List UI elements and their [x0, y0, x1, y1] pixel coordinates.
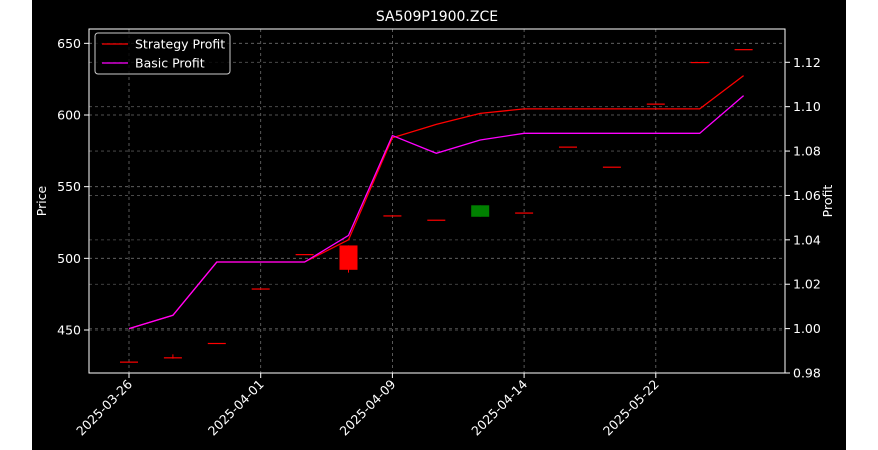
legend-box	[94, 32, 231, 75]
chart-figure: SA509P1900.ZCE 2025-03-26 2025-04-01 2025-…	[32, 0, 846, 450]
legend-label-strategy-profit: Strategy Profit	[135, 37, 225, 52]
y-right-tick-label: 1.04	[793, 232, 821, 247]
legend-label-basic-profit: Basic Profit	[135, 56, 205, 71]
candle-body	[427, 219, 446, 221]
plot-frame	[88, 28, 786, 374]
y-left-tick-label: 500	[57, 251, 81, 266]
candle-body	[339, 245, 358, 270]
candle-body	[383, 215, 402, 217]
series-line-strategy-profit	[128, 75, 744, 330]
candle-body	[163, 357, 182, 359]
y-left-tick-label: 600	[57, 108, 81, 123]
y-right-tick-label: 1.06	[793, 188, 821, 203]
y-left-tick-label: 650	[57, 36, 81, 51]
candle-body	[559, 146, 577, 148]
candle-body	[295, 254, 314, 256]
candlestick-profit-chart: SA509P1900.ZCE 2025-03-26 2025-04-01 2025-…	[34, 9, 835, 438]
y-right-tick-label: 1.12	[793, 55, 821, 70]
candle-body	[734, 49, 753, 51]
y-axis-right-label: Profit	[820, 185, 835, 218]
y-right-tick-label: 1.10	[793, 99, 821, 114]
candle-body	[602, 166, 621, 168]
y-left-tick-label: 550	[57, 179, 81, 194]
y-right-tick-label: 1.02	[793, 277, 821, 292]
y-axis-right: 0.98 1.00 1.02 1.04 1.06 1.08 1.10 1.12	[785, 55, 821, 381]
x-tick-label: 2025-04-09	[337, 376, 399, 438]
y-right-tick-label: 1.08	[793, 144, 821, 159]
legend: Strategy Profit Basic Profit	[94, 32, 231, 75]
candle-body	[471, 205, 490, 217]
chart-title: SA509P1900.ZCE	[376, 9, 498, 25]
x-tick-label: 2025-04-01	[205, 377, 267, 439]
y-right-tick-label: 1.00	[793, 321, 821, 336]
series-line-basic-profit	[128, 95, 745, 330]
y-left-tick-label: 450	[57, 323, 81, 338]
candle-body	[515, 212, 534, 214]
candle-body	[207, 342, 226, 345]
profit-lines	[128, 75, 745, 330]
y-axis-left: 450 500 550 600 650	[57, 36, 89, 338]
candle-body	[690, 61, 709, 64]
candle-body	[646, 103, 665, 105]
x-tick-label: 2025-03-26	[73, 376, 135, 438]
grid-lines	[89, 29, 785, 374]
y-right-tick-label: 0.98	[793, 366, 821, 381]
candle-body	[251, 288, 270, 290]
candles	[120, 49, 753, 363]
candle-body	[120, 361, 138, 363]
x-axis: 2025-03-26 2025-04-01 2025-04-09 2025-04-14…	[73, 373, 662, 438]
x-tick-label: 2025-04-14	[468, 376, 530, 438]
y-axis-left-label: Price	[34, 185, 49, 216]
x-tick-label: 2025-05-22	[600, 377, 662, 439]
